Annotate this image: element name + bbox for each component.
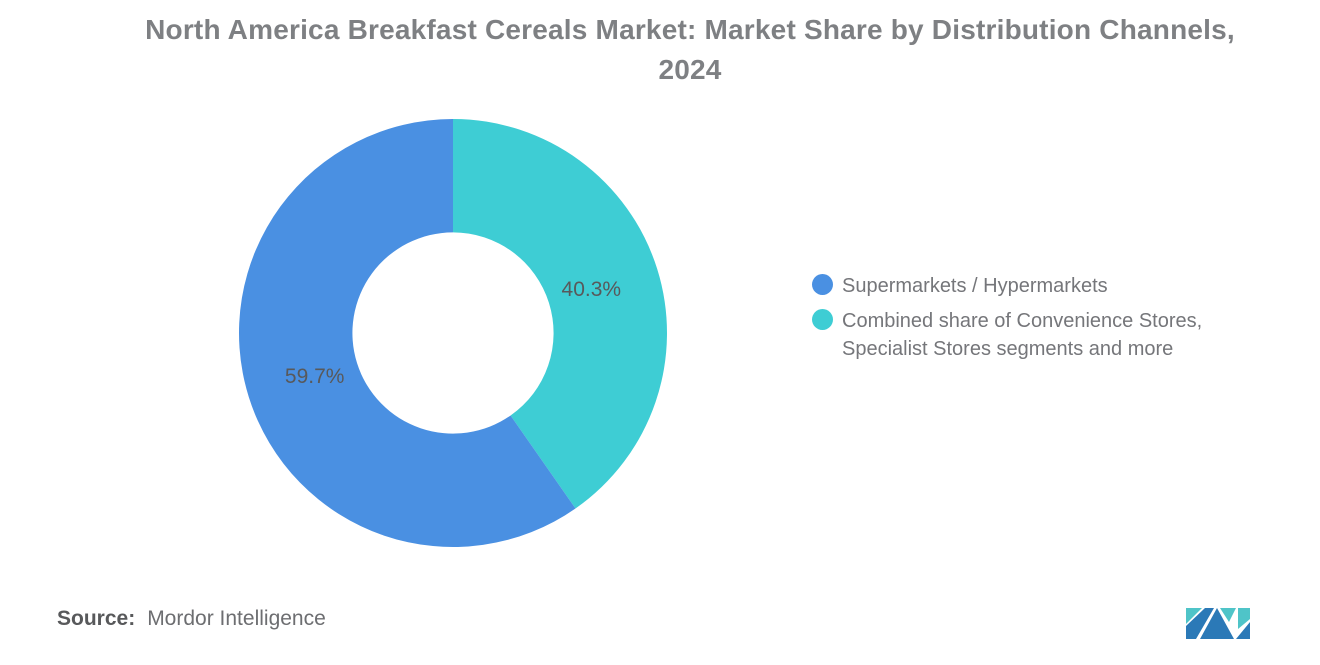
legend-item-supermarkets[interactable]: Supermarkets / Hypermarkets bbox=[812, 272, 1272, 300]
pie-slice-label-1: 40.3% bbox=[562, 278, 622, 301]
pie-slice-1[interactable] bbox=[453, 119, 667, 509]
logo-blue-right-foot bbox=[1236, 622, 1250, 639]
donut-chart: 40.3% 59.7% bbox=[235, 115, 671, 551]
logo-blue-left-leg bbox=[1186, 608, 1214, 639]
mordor-intelligence-logo-icon bbox=[1186, 608, 1250, 639]
chart-legend: Supermarkets / Hypermarkets Combined sha… bbox=[812, 272, 1272, 370]
legend-label-supermarkets: Supermarkets / Hypermarkets bbox=[842, 275, 1108, 297]
legend-marker-supermarkets-icon bbox=[812, 274, 833, 295]
donut-chart-svg: 40.3% 59.7% bbox=[239, 119, 667, 547]
chart-title: North America Breakfast Cereals Market: … bbox=[145, 14, 1235, 85]
legend-label-combined-share: Combined share of Convenience Stores, Sp… bbox=[842, 310, 1203, 360]
logo-teal-middle-triangle bbox=[1220, 608, 1236, 622]
pie-slice-label-0: 59.7% bbox=[285, 365, 345, 388]
source-value: Mordor Intelligence bbox=[147, 607, 326, 630]
pie-slice-0[interactable] bbox=[239, 119, 576, 547]
source-line: Source: Mordor Intelligence bbox=[57, 607, 326, 631]
legend-item-combined-share[interactable]: Combined share of Convenience Stores, Sp… bbox=[812, 307, 1272, 363]
legend-marker-combined-share-icon bbox=[812, 309, 833, 330]
logo-teal-left-triangle bbox=[1186, 608, 1202, 624]
logo-teal-right-bar bbox=[1238, 608, 1250, 629]
source-label: Source: bbox=[57, 607, 136, 630]
logo-blue-middle-diagonal bbox=[1200, 608, 1234, 639]
